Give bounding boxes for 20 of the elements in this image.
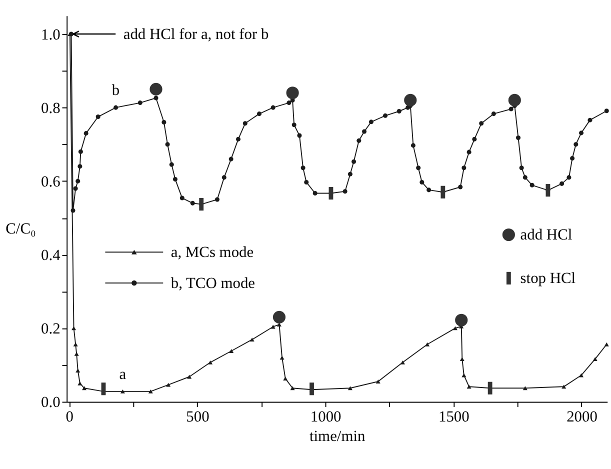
x-axis-title: time/min [309, 428, 366, 445]
annotation: b [112, 82, 120, 100]
x-tick-label: 1500 [438, 408, 470, 426]
annotation: add HCl for a, not for b [123, 26, 269, 43]
y-tick-label: 0.2 [41, 320, 60, 338]
x-tick-label: 500 [186, 408, 210, 426]
y-axis-title: C/C₀ [6, 220, 36, 238]
y-tick-label: 0.0 [41, 394, 61, 412]
y-tick-label: 0.4 [41, 246, 61, 264]
legend-label: stop HCl [520, 270, 576, 288]
legend-label: add HCl [520, 226, 572, 244]
y-tick-label: 0.8 [41, 100, 61, 117]
y-tick-label: 0.6 [41, 173, 61, 190]
x-tick-label: 1000 [310, 408, 342, 426]
x-tick-label: 2000 [566, 408, 598, 426]
legend-label: b, TCO mode [170, 274, 256, 292]
annotation: a [119, 366, 126, 383]
x-tick-label: 0 [66, 408, 74, 426]
legend-label: a, MCs mode [170, 244, 254, 261]
y-tick-label: 1.0 [41, 26, 61, 44]
